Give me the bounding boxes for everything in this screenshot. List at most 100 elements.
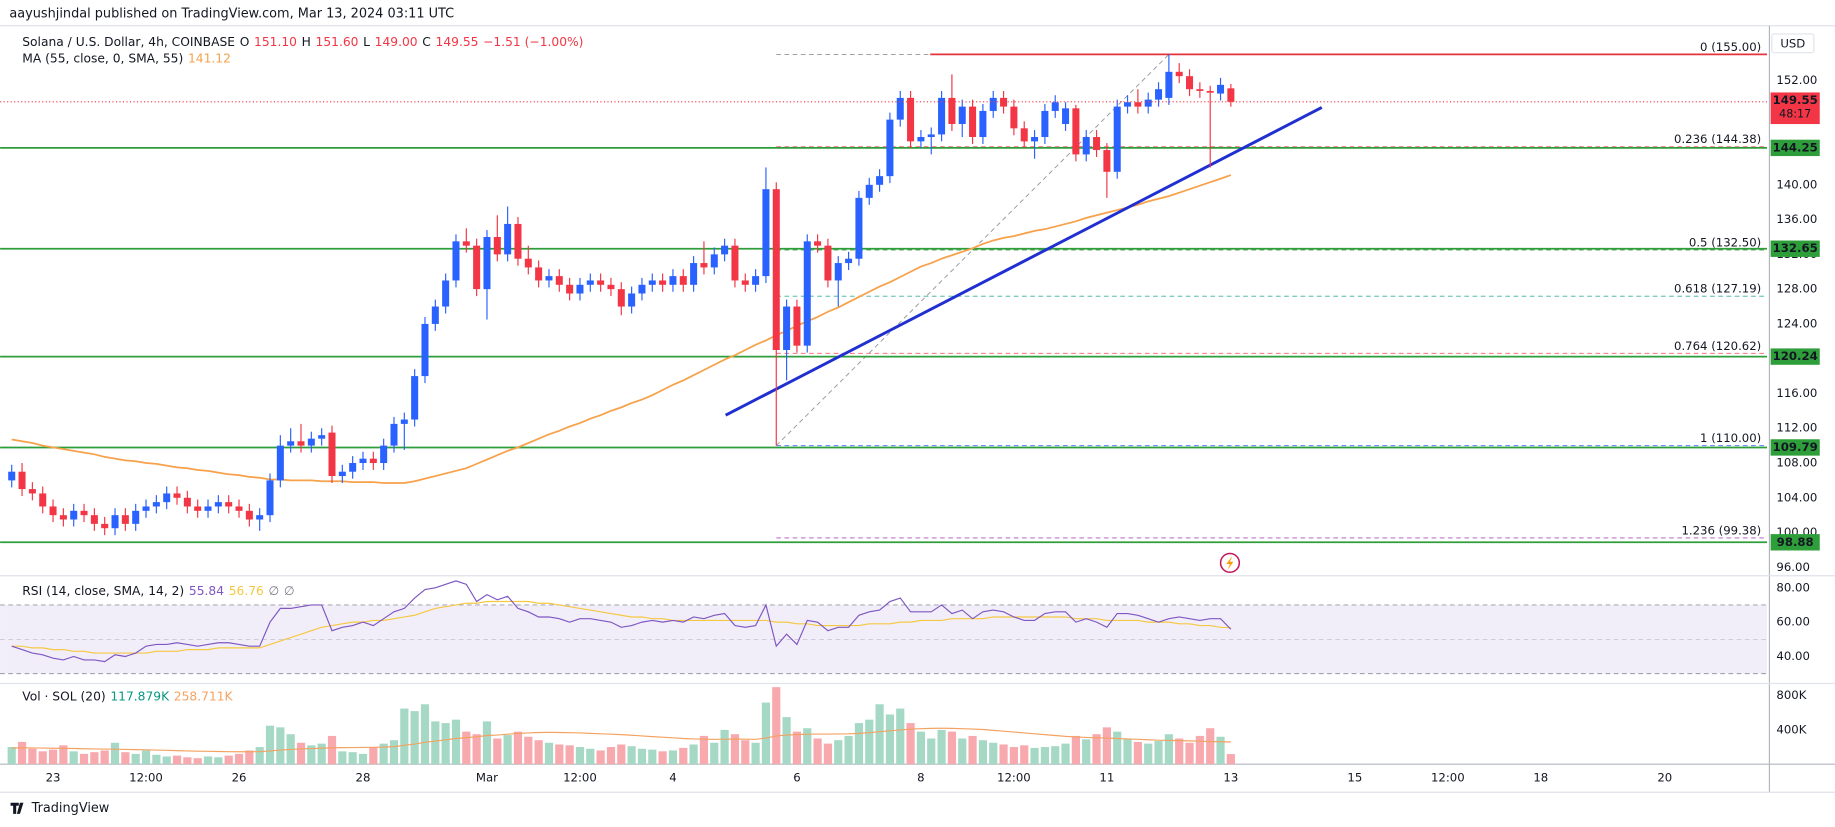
volume-bar xyxy=(699,735,709,765)
legend-rsi-name: RSI (14, close, SMA, 14, 2) xyxy=(22,583,184,597)
candle-body xyxy=(969,106,977,138)
candle-body xyxy=(648,280,656,285)
volume-bar xyxy=(679,747,688,765)
fib-level-label: 0.618 (127.19) xyxy=(1674,282,1761,296)
volume-bar xyxy=(224,755,233,765)
candle-body xyxy=(39,493,47,507)
x-tick-label: 18 xyxy=(1533,771,1548,785)
legend-line: Solana / U.S. Dollar, 4h, COINBASE O 151.1… xyxy=(22,35,583,49)
y-tick-label: 124.00 xyxy=(1776,316,1817,330)
candle-body xyxy=(896,97,904,120)
rsi-tick-label: 80.00 xyxy=(1776,580,1809,594)
volume-bar xyxy=(431,721,440,765)
ma-line xyxy=(11,174,1232,484)
candle-body xyxy=(473,245,481,290)
volume-bar xyxy=(152,754,161,765)
candle-body xyxy=(1020,128,1028,142)
y-tick-label: 96.00 xyxy=(1776,560,1809,574)
volume-bar xyxy=(79,753,89,765)
volume-bar xyxy=(772,687,781,765)
legend-symbol: Solana / U.S. Dollar, 4h, COINBASE xyxy=(22,35,235,49)
volume-bar xyxy=(906,723,915,765)
volume-tick-label: 800K xyxy=(1776,688,1806,702)
volume-bar xyxy=(1133,741,1142,765)
candle-body xyxy=(1155,89,1163,100)
candle-body xyxy=(638,284,646,294)
volume-bar xyxy=(1009,747,1018,765)
volume-bar xyxy=(1175,738,1184,765)
candle-body xyxy=(483,236,491,290)
volume-bar xyxy=(203,756,213,765)
alert-icon[interactable] xyxy=(1219,552,1241,574)
volume-bar xyxy=(668,750,678,765)
footer-logo: TradingView xyxy=(10,801,109,816)
volume-bar xyxy=(420,704,430,765)
candle-body xyxy=(266,480,274,516)
candle-body xyxy=(183,497,191,507)
volume-bar xyxy=(1164,734,1173,765)
fib-level-label: 1.236 (99.38) xyxy=(1681,523,1761,537)
volume-bar xyxy=(100,750,109,765)
candle-body xyxy=(462,241,470,246)
candle-body xyxy=(834,263,842,281)
rsi-line xyxy=(11,580,1232,663)
y-tick-label: 112.00 xyxy=(1776,421,1817,435)
candle-body xyxy=(545,276,553,281)
candle-body xyxy=(18,471,26,490)
volume-bar xyxy=(265,725,275,765)
volume-bar xyxy=(1020,745,1029,765)
volume-bar xyxy=(1051,746,1060,765)
volume-bar xyxy=(48,749,58,765)
support-badge-label: 120.24 xyxy=(1773,349,1818,363)
candle-body xyxy=(845,258,853,264)
candle-body xyxy=(1093,137,1101,151)
support-badge xyxy=(1770,534,1820,551)
volume-bar xyxy=(803,728,812,765)
volume-bar xyxy=(575,747,585,765)
alert-bolt xyxy=(1226,555,1234,570)
volume-bar xyxy=(627,746,636,765)
volume-bar xyxy=(865,719,874,765)
volume-bar xyxy=(245,750,254,765)
volume-bar xyxy=(1061,743,1070,765)
candle-body xyxy=(710,254,718,268)
volume-bar xyxy=(1040,747,1049,765)
legend-key: L xyxy=(363,35,370,49)
volume-bar xyxy=(720,729,729,765)
currency-box[interactable] xyxy=(1771,33,1815,54)
x-tick-label: 12:00 xyxy=(129,771,163,785)
candle-body xyxy=(163,493,171,503)
volume-bar xyxy=(389,740,399,765)
volume-bar xyxy=(400,708,409,765)
volume-bar xyxy=(648,749,657,765)
candle-body xyxy=(948,97,956,124)
currency-label: USD xyxy=(1780,36,1805,50)
candle-body xyxy=(731,245,739,281)
candle-body xyxy=(907,97,915,142)
candle-body xyxy=(886,119,894,177)
candle-body xyxy=(431,306,439,324)
candle-body xyxy=(690,263,698,285)
candle-body xyxy=(121,515,129,524)
volume-bar xyxy=(214,757,223,765)
candle-body xyxy=(783,306,791,350)
volume-bar xyxy=(1195,735,1204,765)
volume-bar xyxy=(193,758,202,765)
candle-body xyxy=(1134,102,1142,107)
volume-bar xyxy=(586,748,595,765)
volume-bar xyxy=(296,742,306,765)
volume-bar xyxy=(1030,747,1039,765)
candle-body xyxy=(111,515,119,529)
candle-body xyxy=(958,106,966,124)
volume-bar xyxy=(1092,734,1101,765)
support-badge-label: 132.65 xyxy=(1773,241,1818,255)
volume-bar xyxy=(637,748,647,765)
volume-bar xyxy=(565,745,574,765)
candle-body xyxy=(700,263,708,268)
candle-body xyxy=(59,515,67,520)
candle-body xyxy=(1082,137,1090,155)
fib-level-label: 1 (110.00) xyxy=(1700,431,1761,445)
fib-level-label: 0.764 (120.62) xyxy=(1674,339,1761,353)
candle-body xyxy=(245,510,253,520)
